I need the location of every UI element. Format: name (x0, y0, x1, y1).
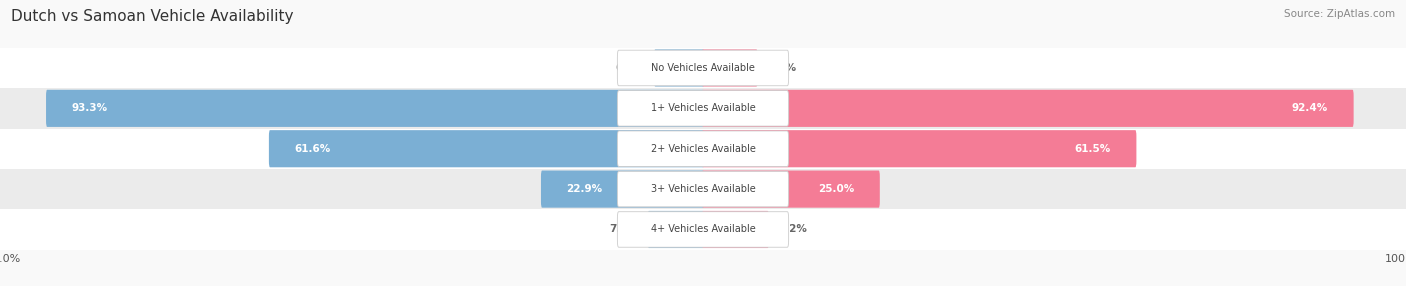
Text: 92.4%: 92.4% (1292, 103, 1329, 113)
Text: 6.8%: 6.8% (616, 63, 645, 73)
Text: 9.2%: 9.2% (779, 225, 807, 235)
FancyBboxPatch shape (702, 49, 758, 87)
Text: Source: ZipAtlas.com: Source: ZipAtlas.com (1284, 9, 1395, 19)
FancyBboxPatch shape (702, 170, 880, 208)
Text: 61.6%: 61.6% (295, 144, 330, 154)
FancyBboxPatch shape (648, 211, 704, 248)
Text: 1+ Vehicles Available: 1+ Vehicles Available (651, 103, 755, 113)
Text: 7.6%: 7.6% (768, 63, 796, 73)
FancyBboxPatch shape (617, 91, 789, 126)
FancyBboxPatch shape (617, 212, 789, 247)
Bar (0, 48, 1406, 88)
Bar (0, 128, 1406, 169)
Text: 22.9%: 22.9% (567, 184, 603, 194)
FancyBboxPatch shape (617, 131, 789, 166)
Bar (0, 169, 1406, 209)
Text: No Vehicles Available: No Vehicles Available (651, 63, 755, 73)
FancyBboxPatch shape (702, 130, 1136, 167)
Text: Dutch vs Samoan Vehicle Availability: Dutch vs Samoan Vehicle Availability (11, 9, 294, 23)
Bar (0, 88, 1406, 128)
FancyBboxPatch shape (269, 130, 704, 167)
Text: 61.5%: 61.5% (1074, 144, 1111, 154)
FancyBboxPatch shape (541, 170, 704, 208)
FancyBboxPatch shape (702, 211, 769, 248)
Text: 3+ Vehicles Available: 3+ Vehicles Available (651, 184, 755, 194)
Text: 93.3%: 93.3% (72, 103, 108, 113)
Text: 4+ Vehicles Available: 4+ Vehicles Available (651, 225, 755, 235)
FancyBboxPatch shape (617, 171, 789, 207)
FancyBboxPatch shape (46, 90, 704, 127)
FancyBboxPatch shape (654, 49, 704, 87)
Text: 2+ Vehicles Available: 2+ Vehicles Available (651, 144, 755, 154)
FancyBboxPatch shape (702, 90, 1354, 127)
FancyBboxPatch shape (617, 50, 789, 86)
Text: 7.7%: 7.7% (609, 225, 638, 235)
Text: 25.0%: 25.0% (818, 184, 855, 194)
Bar (0, 209, 1406, 250)
